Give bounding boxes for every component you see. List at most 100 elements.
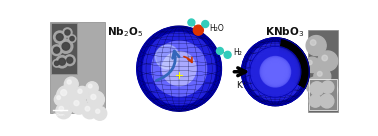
Circle shape [269,65,282,78]
Circle shape [65,30,70,35]
Circle shape [159,49,199,89]
Circle shape [160,50,198,88]
Text: Nb$_2$O$_5$: Nb$_2$O$_5$ [107,26,143,39]
Circle shape [251,47,300,96]
Circle shape [56,103,71,119]
Circle shape [274,70,277,73]
Circle shape [170,59,189,78]
Circle shape [54,47,60,53]
Circle shape [56,34,63,41]
Circle shape [242,39,308,105]
Circle shape [71,97,87,114]
Circle shape [273,69,278,74]
Circle shape [141,31,217,107]
Circle shape [138,27,220,110]
Circle shape [310,81,314,85]
Circle shape [271,68,279,76]
Circle shape [140,30,218,108]
Circle shape [155,44,203,93]
Circle shape [246,42,305,101]
Circle shape [173,62,186,75]
Circle shape [310,82,324,96]
Circle shape [306,36,326,56]
Circle shape [256,52,295,91]
Circle shape [54,61,59,65]
Circle shape [265,62,285,82]
Circle shape [217,47,223,54]
Circle shape [271,68,280,76]
Circle shape [149,39,209,98]
Circle shape [257,54,293,89]
Text: K⁺: K⁺ [237,81,247,90]
Circle shape [262,58,289,85]
Circle shape [60,90,67,96]
Circle shape [174,63,184,74]
Circle shape [250,46,301,97]
Circle shape [68,35,76,42]
Circle shape [175,64,183,73]
Circle shape [255,51,296,92]
Circle shape [254,51,296,93]
Circle shape [145,35,213,103]
Circle shape [263,59,288,84]
Circle shape [253,49,298,95]
Circle shape [57,96,60,99]
Circle shape [259,55,292,88]
Circle shape [268,64,283,79]
Text: KNbO$_3$: KNbO$_3$ [265,26,304,39]
Circle shape [270,67,280,77]
Circle shape [322,83,338,98]
Circle shape [268,64,283,79]
Text: H₂: H₂ [233,48,242,57]
Circle shape [170,60,187,77]
Circle shape [251,48,299,96]
Circle shape [74,101,79,106]
Wedge shape [275,38,310,89]
Circle shape [267,63,284,80]
Circle shape [53,59,60,67]
Circle shape [146,36,212,101]
Circle shape [85,106,90,111]
Circle shape [264,60,287,83]
Circle shape [91,94,96,99]
Circle shape [263,59,288,84]
Circle shape [193,25,203,35]
Circle shape [318,71,322,76]
Circle shape [64,55,75,66]
Circle shape [163,53,195,85]
Circle shape [86,82,98,94]
Circle shape [177,67,181,71]
Circle shape [63,28,72,37]
Circle shape [188,19,195,26]
Text: H₂O: H₂O [209,24,224,33]
Circle shape [244,40,307,103]
Circle shape [88,84,92,88]
Circle shape [266,62,285,81]
Circle shape [153,42,206,95]
Circle shape [137,26,222,111]
Circle shape [67,57,73,63]
Circle shape [155,45,179,69]
Circle shape [256,53,294,91]
Circle shape [272,68,279,75]
Circle shape [172,61,186,76]
Circle shape [150,40,208,97]
Circle shape [62,43,70,50]
Circle shape [263,60,287,84]
Circle shape [274,70,277,73]
Circle shape [176,66,182,72]
Circle shape [308,60,312,65]
Circle shape [254,50,297,93]
Circle shape [253,50,297,94]
Circle shape [167,57,191,80]
Circle shape [144,34,214,104]
Circle shape [305,57,320,72]
Circle shape [156,45,202,92]
FancyBboxPatch shape [50,22,105,113]
Circle shape [264,61,287,83]
Circle shape [56,56,68,68]
Circle shape [59,58,65,65]
Circle shape [259,56,291,88]
FancyBboxPatch shape [308,30,338,112]
Circle shape [152,41,207,96]
